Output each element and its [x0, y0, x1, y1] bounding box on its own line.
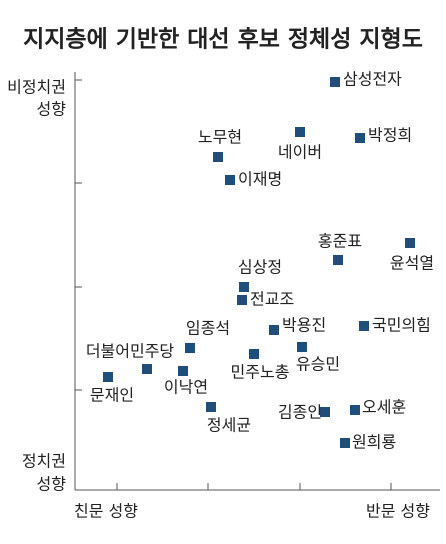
node-label: 오세훈 — [362, 398, 406, 417]
node-marker — [103, 372, 113, 382]
axis-label: 비정치권 — [7, 78, 66, 97]
node-marker — [213, 152, 223, 162]
node-label: 네이버 — [278, 143, 322, 162]
node-label: 심상정 — [238, 258, 282, 277]
node-marker — [359, 321, 369, 331]
axis-label: 정치권 — [22, 452, 66, 471]
ticks — [75, 79, 392, 490]
node-marker — [340, 438, 350, 448]
node-label: 정세균 — [207, 416, 251, 435]
node-label: 이낙연 — [164, 378, 208, 397]
node-marker — [206, 402, 216, 412]
node-marker — [355, 133, 365, 143]
node-label: 더불어민주당 — [86, 342, 175, 361]
node-marker — [333, 255, 343, 265]
axis-label: 성향 — [37, 475, 67, 494]
node-marker — [320, 407, 330, 417]
axis-label: 반문 성향 — [366, 502, 430, 521]
node-label: 원희룡 — [352, 433, 396, 452]
node-marker — [237, 295, 247, 305]
node-marker — [350, 405, 360, 415]
node-label: 박용진 — [282, 316, 326, 335]
node-marker — [405, 238, 415, 248]
node-marker — [249, 349, 259, 359]
node-label: 민주노총 — [231, 363, 290, 382]
node-label: 유승민 — [296, 355, 340, 374]
axis-label: 친문 성향 — [74, 502, 138, 521]
node-marker — [269, 325, 279, 335]
node-marker — [185, 343, 195, 353]
node-label: 박정희 — [368, 126, 412, 145]
node-marker — [239, 282, 249, 292]
node-label: 김종인 — [278, 403, 322, 422]
node-marker — [330, 77, 340, 87]
node-label: 윤석열 — [390, 254, 434, 273]
node-marker — [297, 342, 307, 352]
node-label: 국민의힘 — [372, 316, 431, 335]
node-marker — [295, 127, 305, 137]
title: 지지층에 기반한 대선 후보 정체성 지형도 — [23, 27, 423, 53]
node-marker — [225, 175, 235, 185]
node-label: 문재인 — [90, 386, 134, 405]
node-label: 노무현 — [198, 128, 242, 147]
node-marker — [178, 366, 188, 376]
axis-label: 성향 — [37, 100, 67, 119]
node-label: 홍준표 — [318, 232, 362, 251]
node-label: 삼성전자 — [343, 70, 402, 89]
node-label: 임종석 — [186, 319, 230, 338]
node-label: 전교조 — [250, 290, 294, 309]
node-label: 이재명 — [238, 170, 282, 189]
node-marker — [142, 364, 152, 374]
